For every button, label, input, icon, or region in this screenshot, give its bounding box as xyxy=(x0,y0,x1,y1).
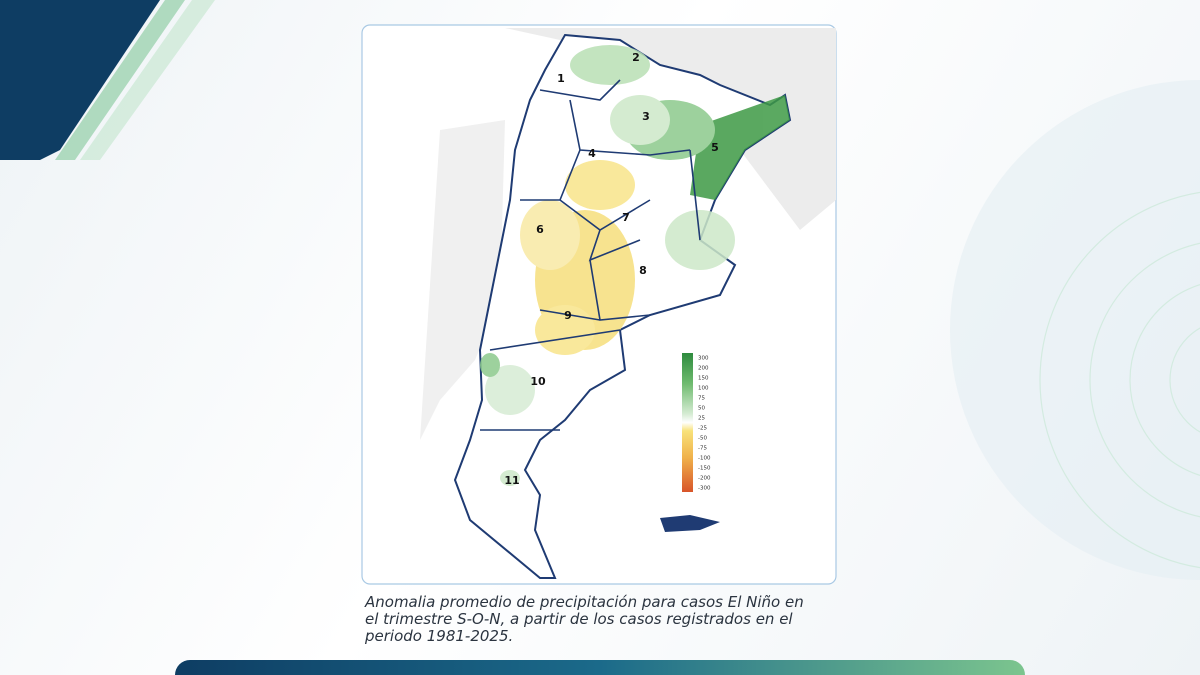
region-label: 10 xyxy=(530,375,546,388)
stripe xyxy=(80,0,215,160)
region-label: 4 xyxy=(588,147,596,160)
bottom-bar xyxy=(175,660,1025,675)
legend-label: 100 xyxy=(698,386,709,392)
legend-label: 75 xyxy=(698,396,705,402)
legend-label: -25 xyxy=(698,426,707,432)
caption-line: Anomalia promedio de precipitación para … xyxy=(365,593,804,611)
legend-label: 25 xyxy=(698,416,705,422)
legend-label: -100 xyxy=(698,456,711,462)
legend-bar xyxy=(682,353,693,492)
caption-line: periodo 1981-2025. xyxy=(365,627,514,645)
legend-label: 150 xyxy=(698,376,709,382)
legend-label: -300 xyxy=(698,486,711,492)
region-label: 5 xyxy=(711,141,719,154)
region-label: 6 xyxy=(536,223,544,236)
legend-label: 200 xyxy=(698,366,709,372)
legend-label: 300 xyxy=(698,356,709,362)
region-label: 8 xyxy=(639,264,647,277)
neighbor-countries xyxy=(505,28,836,230)
legend-label: -200 xyxy=(698,476,711,482)
caption-line: el trimestre S-O-N, a partir de los caso… xyxy=(365,610,793,628)
chile xyxy=(420,120,505,440)
bg-circle xyxy=(950,80,1200,580)
legend-label: -150 xyxy=(698,466,711,472)
region-label: 11 xyxy=(504,474,519,487)
corner-shape xyxy=(0,0,160,160)
region-label: 9 xyxy=(564,309,572,322)
stripe xyxy=(55,0,185,160)
legend-label: 50 xyxy=(698,406,705,412)
region-label: 7 xyxy=(622,211,630,224)
anomaly-patches xyxy=(480,45,790,486)
islands xyxy=(660,515,720,532)
region-label: 1 xyxy=(557,72,565,85)
legend-label: -50 xyxy=(698,436,707,442)
region-label: 2 xyxy=(632,51,640,64)
region-label: 3 xyxy=(642,110,650,123)
region-borders xyxy=(480,79,701,431)
caption: Anomalia promedio de precipitación para … xyxy=(365,594,845,645)
legend-label: -75 xyxy=(698,446,707,452)
